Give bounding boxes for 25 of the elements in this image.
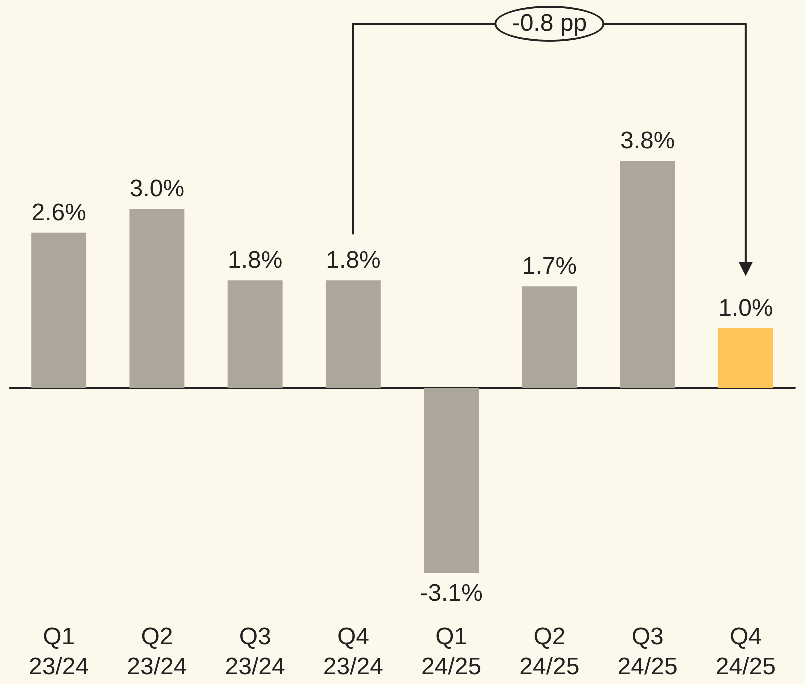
bar	[326, 280, 381, 388]
x-tick-label: Q2 24/25	[520, 624, 580, 680]
x-tick-label: Q4 23/24	[323, 624, 384, 680]
bar	[718, 328, 774, 388]
data-label: 3.0%	[130, 176, 185, 203]
data-label: 3.8%	[620, 128, 676, 155]
text: -0.8 pp	[494, 6, 606, 42]
x-tick-label: Q3 23/24	[225, 624, 286, 680]
data-label: 1.8%	[228, 247, 283, 274]
x-tick-label: Q3 24/25	[618, 624, 678, 680]
bar	[424, 388, 480, 574]
x-tick-label: Q1 24/25	[422, 624, 482, 680]
data-label: 1.7%	[522, 253, 578, 280]
bar	[620, 161, 676, 388]
x-tick-label: Q4 24/25	[716, 624, 776, 680]
bar	[32, 232, 87, 388]
bar	[228, 280, 283, 388]
data-label: 1.8%	[326, 247, 381, 274]
bar	[522, 286, 578, 388]
x-tick-label: Q1 23/24	[29, 624, 90, 680]
bar	[130, 209, 185, 388]
data-label: -3.1%	[420, 580, 483, 607]
x-tick-label: Q2 23/24	[127, 624, 188, 680]
data-label: 1.0%	[718, 294, 774, 322]
data-label: 2.6%	[32, 199, 86, 226]
